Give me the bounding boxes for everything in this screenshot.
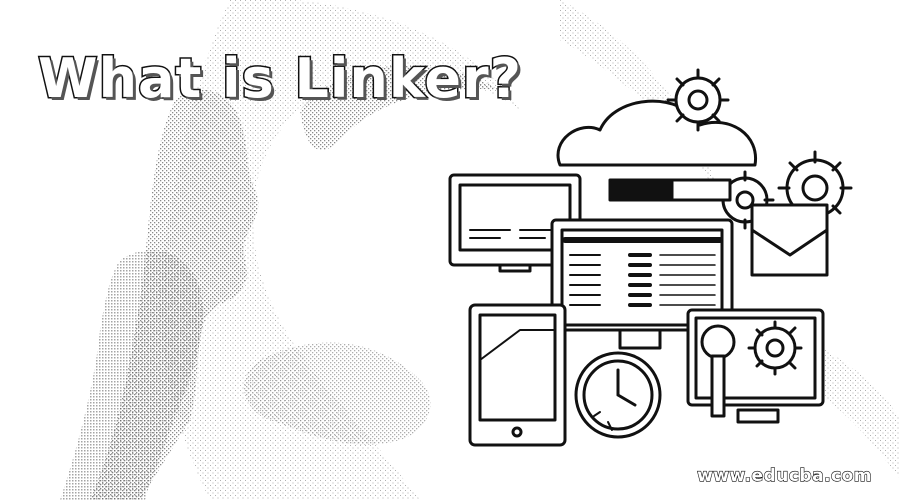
tablet-device bbox=[468, 303, 567, 447]
technology-illustration bbox=[448, 68, 853, 447]
gear-icon-top bbox=[666, 68, 730, 132]
website-watermark: www.educba.com bbox=[696, 465, 872, 486]
gear-icon-screen bbox=[747, 320, 803, 376]
cloud-icon bbox=[556, 99, 757, 167]
email-envelope-icon bbox=[750, 203, 829, 277]
banner-title: What is Linker? bbox=[37, 47, 523, 110]
monitor-settings-tools bbox=[686, 308, 825, 424]
clock-icon bbox=[574, 328, 662, 439]
